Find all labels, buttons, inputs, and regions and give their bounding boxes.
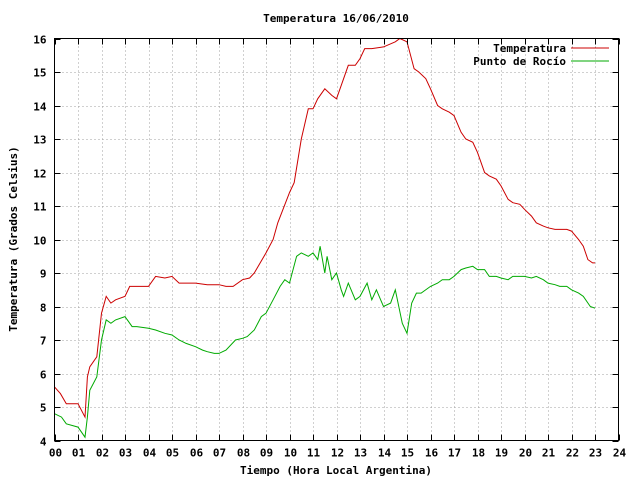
x-tick-label: 04 bbox=[143, 447, 157, 460]
x-tick-label: 13 bbox=[354, 447, 367, 460]
legend: Temperatura Punto de Rocío bbox=[473, 42, 609, 68]
y-tick-label: 11 bbox=[33, 201, 47, 214]
series-line-temperatura bbox=[54, 37, 595, 419]
x-tick-label: 01 bbox=[72, 447, 86, 460]
y-tick-label: 6 bbox=[40, 369, 47, 382]
y-tick-label: 13 bbox=[33, 134, 46, 147]
x-tick-label: 05 bbox=[166, 447, 179, 460]
y-tick-label: 12 bbox=[33, 168, 46, 181]
x-tick-label: 09 bbox=[260, 447, 273, 460]
y-tick-label: 15 bbox=[33, 67, 46, 80]
x-tick-label: 19 bbox=[495, 447, 508, 460]
plot-frame bbox=[54, 38, 619, 441]
y-tick-label: 4 bbox=[40, 436, 47, 449]
x-tick-label: 08 bbox=[237, 447, 250, 460]
y-tick-label: 14 bbox=[33, 101, 47, 114]
x-tick-label: 07 bbox=[213, 447, 226, 460]
x-axis-ticks: 00 01 02 03 04 05 06 07 08 09 10 11 12 13 14 15 16 17 18 19… bbox=[49, 38, 627, 460]
legend-label-temperatura: Temperatura bbox=[493, 42, 566, 55]
x-tick-label: 15 bbox=[401, 447, 414, 460]
x-tick-label: 20 bbox=[519, 447, 532, 460]
x-tick-label: 16 bbox=[425, 447, 439, 460]
y-tick-label: 16 bbox=[33, 34, 47, 47]
x-tick-label: 02 bbox=[96, 447, 109, 460]
y-axis-label: Temperatura (Grados Celsius) bbox=[7, 146, 20, 331]
x-tick-label: 21 bbox=[542, 447, 556, 460]
x-tick-label: 00 bbox=[49, 447, 62, 460]
x-tick-label: 23 bbox=[589, 447, 602, 460]
x-tick-label: 03 bbox=[119, 447, 132, 460]
x-tick-label: 12 bbox=[331, 447, 344, 460]
chart-title: Temperatura 16/06/2010 bbox=[263, 12, 409, 25]
series-lines bbox=[54, 37, 596, 439]
x-tick-label: 11 bbox=[307, 447, 321, 460]
y-tick-label: 5 bbox=[40, 402, 47, 415]
x-tick-label: 10 bbox=[284, 447, 297, 460]
series-line-punto-de-rocio bbox=[54, 246, 596, 439]
y-tick-label: 10 bbox=[33, 235, 46, 248]
x-tick-label: 24 bbox=[613, 447, 627, 460]
legend-label-punto-de-rocio: Punto de Rocío bbox=[473, 55, 566, 68]
x-tick-label: 14 bbox=[378, 447, 392, 460]
y-tick-label: 8 bbox=[40, 302, 47, 315]
y-axis-ticks: 4 5 6 7 8 9 10 11 12 13 14 15 16 bbox=[33, 34, 619, 449]
x-tick-label: 06 bbox=[190, 447, 204, 460]
y-tick-label: 9 bbox=[40, 268, 47, 281]
grid-lines bbox=[54, 38, 619, 441]
x-axis-label: Tiempo (Hora Local Argentina) bbox=[240, 464, 432, 477]
x-tick-label: 22 bbox=[566, 447, 579, 460]
x-tick-label: 18 bbox=[472, 447, 485, 460]
x-tick-label: 17 bbox=[448, 447, 461, 460]
y-tick-label: 7 bbox=[40, 335, 47, 348]
